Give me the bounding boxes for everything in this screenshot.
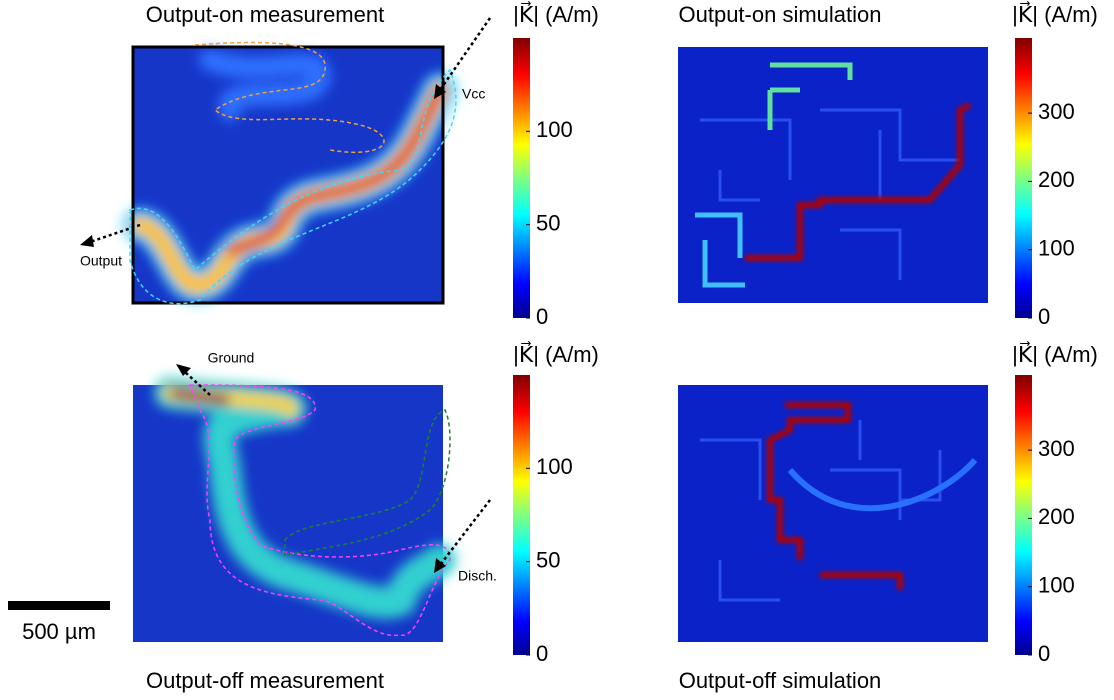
annotation: Disch. <box>458 568 497 584</box>
colorbar-tick-label: 300 <box>1038 436 1075 461</box>
circuit <box>700 420 942 602</box>
map-background <box>678 385 988 642</box>
colorbar-tick-label: 50 <box>536 547 560 572</box>
colorbar <box>513 375 530 655</box>
colorbar-tick-label: 200 <box>1038 167 1075 192</box>
panel-title: Output-off simulation <box>679 668 882 693</box>
outline <box>129 68 457 305</box>
outline <box>194 41 385 154</box>
colorbar-label: |K⃗| (A/m) <box>1012 1 1098 27</box>
colorbar <box>1015 375 1032 655</box>
maps <box>80 17 988 642</box>
outline <box>284 409 451 556</box>
colorbar-tick-label: 0 <box>536 304 548 329</box>
colorbar-tick-label: 50 <box>536 210 560 235</box>
colorbar-tick-label: 100 <box>1038 573 1075 598</box>
current-trace <box>695 62 972 288</box>
colorbar-label: |K⃗| (A/m) <box>513 341 599 367</box>
arrowhead <box>80 84 446 573</box>
colorbar <box>513 38 530 318</box>
current-trace <box>767 402 903 590</box>
circuit <box>787 458 978 512</box>
colorbar-tick-label: 200 <box>1038 504 1075 529</box>
arrow <box>89 17 492 566</box>
colorbar-tick-label: 100 <box>1038 236 1075 261</box>
panel-title: Output-off measurement <box>146 668 384 693</box>
map-frame <box>131 45 445 305</box>
colorbar-label: |K⃗| (A/m) <box>513 1 599 27</box>
scale-bar-label: 500 µm <box>22 619 96 644</box>
colorbar-tick-label: 100 <box>536 117 573 142</box>
current-trace <box>123 49 457 303</box>
colorbar-tick-label: 100 <box>536 454 573 479</box>
annotation: Output <box>80 253 122 269</box>
current-trace <box>154 377 456 619</box>
panel-title: Output-on measurement <box>146 2 384 27</box>
panel-title: Output-on simulation <box>679 2 882 27</box>
colorbar-label: |K⃗| (A/m) <box>1012 341 1098 367</box>
colorbar-tick-label: 0 <box>1038 641 1050 666</box>
annotation: Vcc <box>462 86 485 102</box>
outline <box>188 384 451 637</box>
scale-bar <box>8 601 110 610</box>
colorbar <box>1015 38 1032 318</box>
colorbar-tick-label: 0 <box>1038 304 1050 329</box>
circuit <box>700 108 960 280</box>
map-background <box>678 47 988 303</box>
colorbar-tick-label: 0 <box>536 641 548 666</box>
annotation: Ground <box>208 350 255 366</box>
colorbar-tick-label: 300 <box>1038 99 1075 124</box>
